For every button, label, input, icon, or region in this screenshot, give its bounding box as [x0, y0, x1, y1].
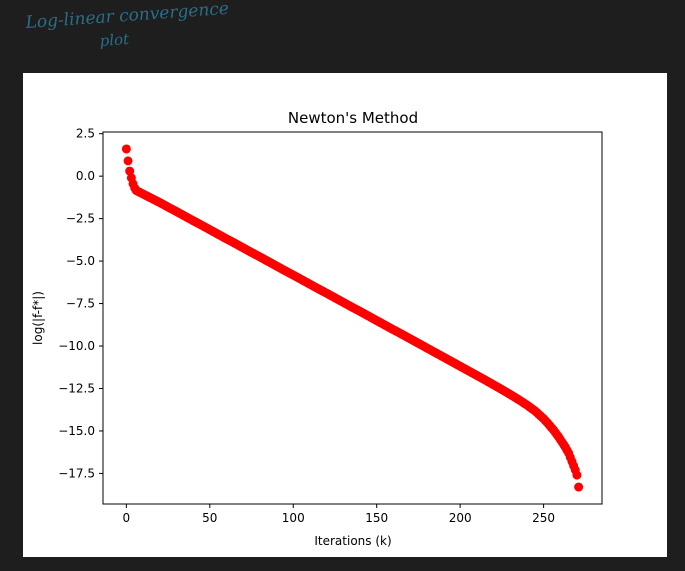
data-point	[574, 482, 584, 492]
data-point	[121, 144, 131, 154]
y-axis-ticks: 2.5 0.0 −2.5 −5.0 −7.5 −10.0 −12.5 −15.0 −17.5	[58, 127, 103, 480]
figure-canvas: Newton's Method 0 50 100 150 200 250 2.5 0.0 −2…	[23, 73, 667, 557]
y-tick-label: −5.0	[66, 254, 95, 268]
data-point	[123, 156, 133, 166]
y-tick-label: −12.5	[58, 381, 95, 395]
y-tick-label: −15.0	[58, 424, 95, 438]
y-tick-label: −17.5	[58, 466, 95, 480]
y-tick-label: 0.0	[76, 169, 95, 183]
x-tick-label: 200	[449, 511, 472, 525]
chart: Newton's Method 0 50 100 150 200 250 2.5 0.0 −2…	[31, 109, 603, 548]
y-tick-label: 2.5	[76, 127, 95, 141]
data-point	[125, 166, 135, 176]
data-points	[121, 144, 584, 492]
y-tick-label: −7.5	[66, 297, 95, 311]
handwritten-note: Log-linear convergence plot	[24, 0, 230, 50]
x-tick-label: 150	[365, 511, 388, 525]
chart-title: Newton's Method	[288, 109, 418, 127]
data-point	[572, 470, 582, 480]
handwritten-note-line2: plot	[99, 30, 131, 50]
x-tick-label: 0	[123, 511, 131, 525]
data-point	[562, 445, 572, 455]
x-axis-ticks: 0 50 100 150 200 250	[123, 504, 555, 525]
y-tick-label: −10.0	[58, 339, 95, 353]
handwritten-note-line1: Log-linear convergence	[24, 0, 230, 33]
y-tick-label: −2.5	[66, 212, 95, 226]
y-axis-label: log(|f-f*|)	[31, 291, 45, 345]
x-tick-label: 100	[282, 511, 305, 525]
x-axis-label: Iterations (k)	[314, 534, 391, 548]
x-tick-label: 250	[532, 511, 555, 525]
x-tick-label: 50	[202, 511, 217, 525]
plot-area	[102, 131, 603, 505]
